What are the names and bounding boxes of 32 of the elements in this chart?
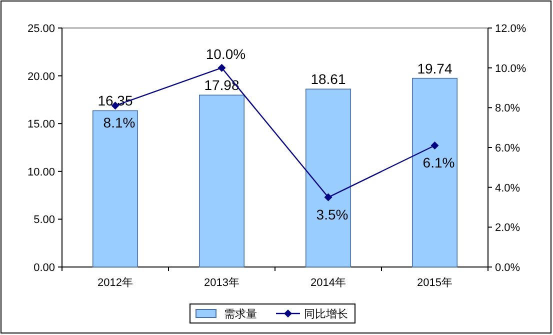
y-tick-label: 10.00 bbox=[27, 166, 55, 178]
data-label: 8.1% bbox=[103, 114, 136, 131]
bar bbox=[305, 88, 352, 268]
bar bbox=[412, 78, 458, 268]
point bbox=[430, 142, 439, 150]
x-tick-label: 2014年 bbox=[310, 277, 346, 289]
data-label: 10.0% bbox=[206, 46, 246, 62]
data-label: 18.61 bbox=[310, 71, 346, 88]
y-tick-label: 25.00 bbox=[27, 23, 55, 35]
bar bbox=[92, 110, 138, 268]
data-label: 6.1% bbox=[422, 154, 455, 171]
bar bbox=[198, 94, 245, 268]
y-tick-label: 15.00 bbox=[27, 118, 55, 131]
x-tick-label: 2012年 bbox=[98, 277, 133, 289]
legend-label: 同比增长 bbox=[304, 308, 348, 320]
y-tick-label: 0.00 bbox=[34, 262, 55, 274]
y2-tick-label: 12.0% bbox=[495, 23, 526, 35]
y2-tick-label: 8.0% bbox=[495, 102, 520, 115]
y-tick-label: 5.00 bbox=[34, 214, 55, 226]
data-label: 19.74 bbox=[417, 60, 452, 76]
x-tick-label: 2013年 bbox=[204, 277, 240, 289]
y2-tick-label: 4.0% bbox=[495, 182, 520, 194]
y2-tick-label: 6.0% bbox=[495, 142, 520, 154]
point bbox=[324, 193, 332, 202]
point bbox=[218, 64, 226, 72]
y2-tick-label: 0.0% bbox=[495, 262, 520, 274]
data-label: 3.5% bbox=[316, 206, 348, 222]
y2-tick-label: 10.0% bbox=[495, 62, 526, 75]
y2-tick-label: 2.0% bbox=[495, 222, 520, 234]
x-tick-label: 2015年 bbox=[417, 277, 452, 289]
y-tick-label: 20.00 bbox=[27, 70, 55, 83]
legend-label: 需求量 bbox=[224, 308, 257, 320]
